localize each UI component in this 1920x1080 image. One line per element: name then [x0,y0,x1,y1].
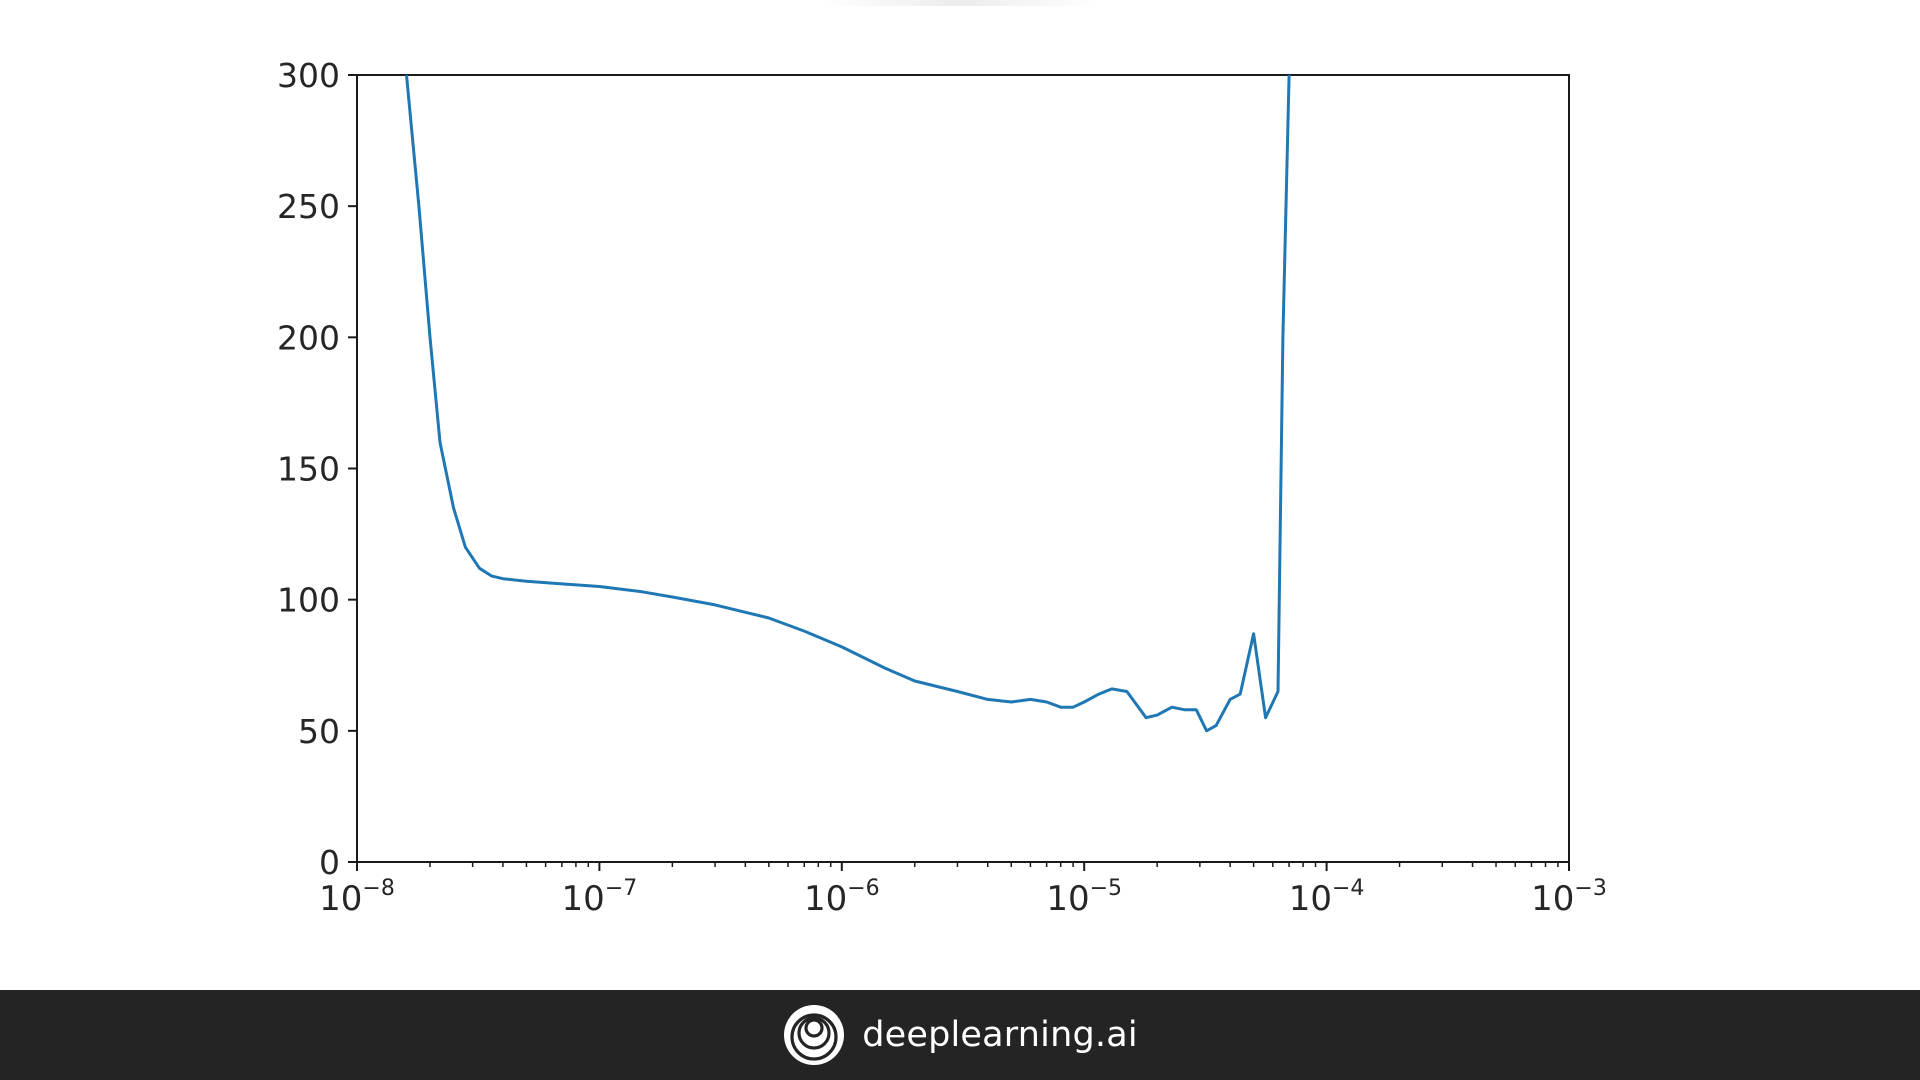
x-tick-label: 10−4 [1289,876,1365,919]
footer-bar: deeplearning.ai [0,990,1920,1080]
x-tick-label: 10−6 [804,876,880,919]
top-edge-shadow [820,0,1100,6]
y-tick-label: 100 [277,581,340,620]
plot-frame [356,74,1570,863]
y-tick-label: 200 [277,318,340,357]
plot-area [356,74,1570,863]
x-tick-label: 10−3 [1531,876,1607,919]
x-tick-label: 10−5 [1046,876,1122,919]
y-axis: 0 50 100 150 200 250 300 [277,56,357,882]
x-tick-label: 10−7 [562,876,638,919]
learning-rate-loss-chart: 10−8 10−7 10−6 10−5 10−4 10−3 0 50 100 150 200 250… [277,56,1607,919]
x-minor-ticks [429,862,1559,867]
series-layer [405,75,1291,733]
brand: deeplearning.ai [782,1003,1138,1067]
brand-name: deeplearning.ai [862,1015,1138,1055]
y-tick-label: 0 [319,843,340,882]
y-tick-label: 150 [277,450,340,489]
y-tick-label: 50 [298,712,340,751]
y-tick-label: 300 [277,56,340,95]
x-tick-label: 10−8 [319,876,395,919]
series-line-0 [405,75,1291,733]
x-axis: 10−8 10−7 10−6 10−5 10−4 10−3 [319,862,1607,919]
deeplearning-ai-logo-icon [784,1005,845,1065]
y-tick-label: 250 [277,187,340,226]
